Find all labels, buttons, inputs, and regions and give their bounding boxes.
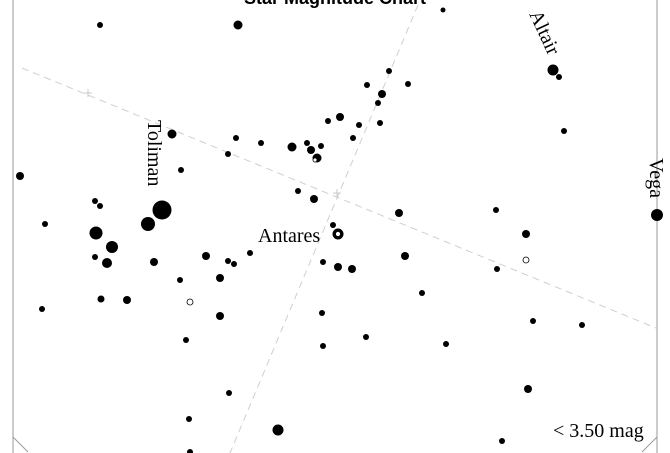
star	[364, 82, 370, 88]
star	[307, 146, 315, 154]
star	[440, 7, 446, 13]
star	[183, 337, 189, 343]
star-variable	[522, 256, 530, 264]
grid-line-ecliptic	[21, 67, 657, 329]
star	[258, 140, 264, 146]
star	[494, 266, 500, 272]
star	[97, 22, 103, 28]
corner-marker-right	[641, 436, 658, 453]
star	[39, 306, 45, 312]
star-variable	[186, 298, 194, 306]
star	[167, 129, 177, 139]
star-altair	[547, 64, 559, 76]
star	[102, 258, 112, 268]
star	[350, 135, 356, 141]
star	[443, 341, 449, 347]
star	[561, 128, 567, 134]
star	[401, 252, 409, 260]
star-antares-center	[335, 231, 341, 237]
star	[123, 296, 131, 304]
star	[330, 222, 336, 228]
star	[202, 252, 210, 260]
star	[247, 250, 253, 256]
magnitude-legend: < 3.50 mag	[553, 420, 644, 442]
star	[97, 203, 103, 209]
star	[386, 68, 392, 74]
star-toliman	[152, 200, 172, 220]
star-vega	[651, 209, 663, 221]
star-field	[16, 7, 663, 453]
star	[89, 226, 103, 240]
star	[419, 290, 425, 296]
star	[225, 151, 231, 157]
star-label-toliman: Toliman	[143, 120, 165, 186]
star	[178, 167, 184, 173]
star	[524, 385, 532, 393]
star	[318, 143, 324, 149]
star	[287, 142, 297, 152]
star	[272, 424, 284, 436]
star	[320, 343, 326, 349]
star-variable	[312, 157, 318, 163]
star	[226, 390, 232, 396]
star	[186, 416, 192, 422]
star	[375, 100, 381, 106]
star	[334, 263, 342, 271]
star	[378, 90, 386, 98]
star	[319, 310, 325, 316]
star	[92, 254, 98, 260]
grid-line-meridian	[229, 4, 419, 453]
star-label-vega: Vega	[645, 158, 667, 198]
star	[325, 118, 331, 124]
star	[233, 20, 243, 30]
star	[499, 438, 505, 444]
star	[348, 265, 356, 273]
star	[522, 230, 530, 238]
star	[363, 334, 369, 340]
chart-title: Star Magnitude Chart	[244, 0, 426, 8]
star	[150, 258, 158, 266]
star	[356, 122, 362, 128]
star	[216, 312, 224, 320]
star	[493, 207, 499, 213]
star	[336, 113, 344, 121]
star	[225, 258, 231, 264]
star	[177, 277, 183, 283]
star	[556, 74, 562, 80]
star	[310, 195, 318, 203]
star	[231, 261, 237, 267]
star-label-antares: Antares	[258, 225, 320, 247]
star	[106, 241, 118, 253]
star	[304, 140, 310, 146]
coordinate-grid	[21, 4, 657, 453]
star	[295, 188, 301, 194]
star	[405, 81, 411, 87]
star	[187, 449, 193, 453]
star	[320, 259, 326, 265]
star	[395, 209, 403, 217]
star	[97, 295, 105, 303]
star-label-altair: Altair	[524, 7, 564, 59]
star	[16, 172, 24, 180]
star	[233, 135, 239, 141]
star	[216, 274, 224, 282]
star	[377, 120, 383, 126]
star	[579, 322, 585, 328]
star	[42, 221, 48, 227]
star	[92, 198, 98, 204]
star	[141, 217, 155, 231]
star	[530, 318, 536, 324]
corner-marker-left	[12, 436, 29, 453]
